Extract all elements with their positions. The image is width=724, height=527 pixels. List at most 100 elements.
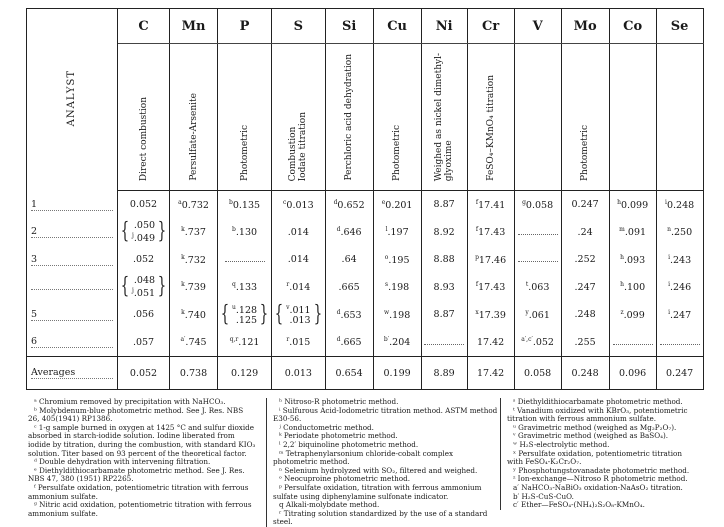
value-number: .052 (532, 337, 554, 349)
footnote-marker: h (620, 253, 624, 261)
analysis-table-container: ANALYST C Mn P S Si Cu Ni Cr V Mo Co Se Direct comb… (26, 8, 704, 390)
footnote-marker: m (619, 226, 625, 234)
value-number: .646 (340, 227, 362, 239)
cell-value: 0.052 (130, 199, 157, 210)
cell-value: k.740 (181, 309, 206, 321)
empty-cell-dots (224, 261, 265, 263)
empty-cell-dots (659, 343, 700, 345)
cell-value: h.093 (620, 253, 645, 266)
analyst-header-label: ANALYST (66, 70, 77, 127)
method-header-row: Direct combustion Persulfate-Arsenite Phot… (27, 43, 704, 191)
data-cell-cr: f17.43 (466, 273, 515, 301)
cell-value: s.198 (385, 281, 409, 293)
averages-label-text: Averages (31, 368, 113, 379)
value-number: 17.41 (478, 199, 506, 211)
cell-value: r.015 (286, 336, 310, 348)
value-number: .247 (669, 309, 692, 321)
data-cell-c: 0.052 (116, 190, 171, 219)
value-number: .745 (185, 337, 207, 349)
value-number: .014 (287, 254, 309, 266)
footnotes-column-1: ᵃ Chromium removed by precipitation with… (28, 397, 256, 518)
data-cell-ni: 8.93 (420, 273, 468, 301)
data-cell-ni: 8.92 (420, 218, 468, 246)
cell-value: 8.92 (434, 227, 455, 238)
value-number: .732 (184, 254, 206, 266)
value-number: .099 (623, 309, 645, 321)
average-co: 0.096 (608, 356, 657, 390)
data-cell-co: m.091 (608, 218, 657, 246)
table-row: 3 .052 k.732 .014 .64 o.195 8.88 p17.46 .252 h.09… (26, 246, 704, 274)
data-cell-mo: .252 (560, 246, 610, 274)
average-cr: 17.42 (466, 356, 515, 390)
average-mn: 0.738 (169, 356, 219, 390)
table-row: 5.056 k.740{u.128.125}{v.011.013} d.653 w.1… (26, 301, 704, 329)
cell-value: 8.93 (434, 282, 455, 293)
cell-value: j.049 (132, 232, 155, 244)
data-cell-ni: 8.88 (420, 246, 468, 274)
footnote: ᵏ Periodate photometric method. (279, 431, 398, 441)
method-header-mo: Photometric (560, 43, 610, 191)
footnote-marker: v (286, 304, 290, 312)
cell-value: h0.099 (617, 199, 648, 211)
cell-value: a0.732 (178, 199, 209, 211)
average-cu: 0.199 (372, 356, 422, 390)
paired-values: {u.128.125} (218, 303, 271, 326)
value-stack: v.011.013 (286, 303, 311, 326)
data-cell-mo: .255 (560, 328, 610, 357)
value-number: 0.052 (129, 199, 158, 211)
footnote: ᵒ Neocuproine photometric method. (279, 474, 410, 484)
empty-cell-dots (424, 343, 465, 345)
value-number: .197 (387, 227, 409, 239)
data-cell-se: n.250 (655, 218, 704, 246)
element-header-c: C (116, 8, 171, 44)
footnote-marker: l (385, 226, 388, 234)
data-cell-v: g0.058 (513, 190, 562, 219)
value-number: .133 (235, 282, 258, 294)
element-header-cr: Cr (466, 8, 515, 44)
method-header-ni: Weighed as nickel dimethyl- glyoxime (420, 43, 468, 191)
cell-value: u.128 (232, 304, 257, 316)
footnote-marker: k (181, 253, 185, 261)
footnote-marker: a′ (180, 336, 186, 344)
data-cell-c: {.050 j.049} (116, 218, 171, 246)
analyst-number (31, 288, 113, 290)
data-cell-si: d.665 (324, 328, 374, 357)
footnotes-column-3: ˢ Diethyldithiocarbamate photometric met… (500, 397, 697, 510)
data-cell-s: .014 (271, 246, 326, 274)
element-header-se: Se (655, 8, 704, 44)
footnote: ᵈ Double dehydration with intervening fi… (34, 457, 211, 467)
footnote-marker: o (384, 253, 389, 261)
value-number: 0.732 (181, 199, 209, 211)
analyst-label (26, 273, 118, 301)
value-number: .653 (340, 309, 362, 321)
value-number: .050 (133, 219, 156, 231)
data-cell-c: .056 (116, 301, 171, 329)
value-number: .198 (389, 309, 411, 321)
data-cell-c: .057 (116, 328, 171, 357)
brace-left: { (220, 301, 230, 327)
cell-value: .048 (134, 275, 155, 286)
average-ni: 8.89 (420, 356, 468, 390)
data-cell-co (608, 328, 657, 357)
data-cell-cu: b′.204 (372, 328, 422, 357)
cell-value: i.246 (668, 281, 691, 293)
footnote-marker: r (286, 281, 290, 289)
data-cell-si: d0.652 (324, 190, 374, 219)
footnote-marker: a′,c′ (521, 336, 533, 344)
method-label: Combustion Iodate titration (288, 111, 309, 181)
cell-value: .24 (578, 227, 593, 238)
value-number: .24 (577, 226, 593, 238)
cell-value: f17.41 (476, 199, 506, 211)
data-cell-se: i.247 (655, 301, 704, 329)
value-number: .100 (623, 282, 646, 294)
method-label: Perchloric acid dehydration (344, 54, 355, 181)
method-header-cu: Photometric (372, 43, 422, 191)
average-s: 0.013 (271, 356, 326, 390)
value-number: 0.652 (337, 199, 365, 211)
method-header-si: Perchloric acid dehydration (324, 43, 374, 191)
footnote-marker: u (232, 304, 236, 312)
analyst-label: 2 (26, 218, 118, 246)
value-number: 0.058 (525, 199, 554, 211)
footnote: ʷ H₂S-electrolytic method. (513, 439, 610, 449)
data-cell-v: y.061 (513, 301, 562, 329)
